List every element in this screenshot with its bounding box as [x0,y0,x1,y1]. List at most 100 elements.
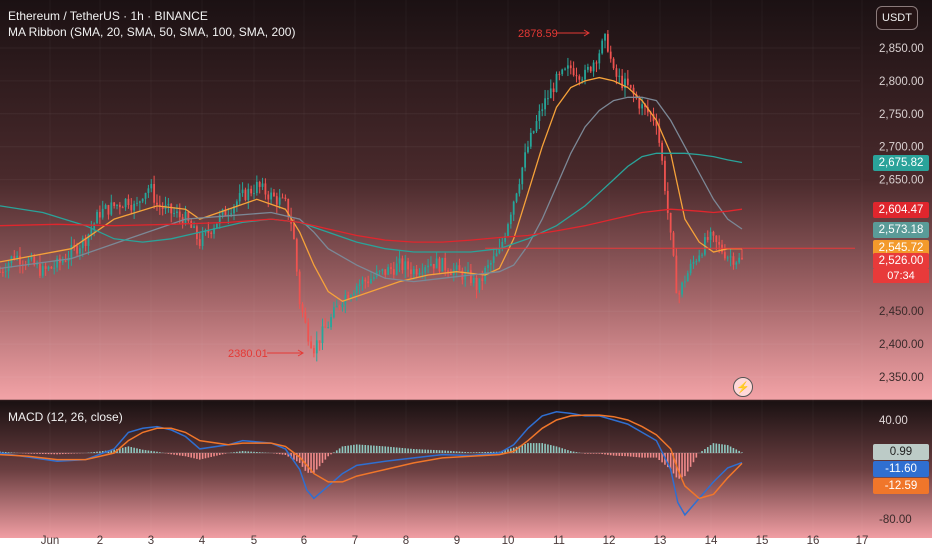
candle-body [138,201,141,203]
candle-body [33,256,36,266]
time-tick-label: 13 [654,535,667,547]
candle-body [732,256,735,265]
candle-body [618,75,621,77]
candle-body [275,196,278,205]
macd-value-label: -12.59 [873,478,929,494]
candle-body [655,120,658,127]
candle-body [478,278,481,290]
candle-body [0,271,1,273]
candle-body [44,266,47,269]
candle-body [638,98,641,109]
candle-body [173,213,175,215]
candle-body [390,267,392,270]
time-tick-label: Jun [41,535,60,547]
candle-body [124,198,127,208]
candle-body [19,255,21,265]
candle-body [592,62,595,72]
price-tick-label: 2,450.00 [879,306,924,318]
symbol-legend[interactable]: Ethereum / TetherUS · 1h · BINANCE [8,9,208,23]
candle-body [541,109,544,111]
price-tick-label: 2,800.00 [879,76,924,88]
candle-body [210,232,213,234]
candle-body [586,66,589,70]
macd-axis[interactable]: 40.00 -80.00 [879,415,912,526]
candle-body [701,254,703,256]
candle-body [147,188,150,193]
candle-body [84,238,87,246]
time-tick-label: 15 [756,535,769,547]
candle-body [738,257,741,263]
candle-body [487,264,489,268]
high-annotation: 2878.59 [518,28,558,40]
candle-body [492,256,495,263]
macd-value-label: 0.99 [873,444,929,460]
candle-body [415,269,418,275]
candle-body [552,88,555,93]
candle-body [4,271,7,273]
candle-body [255,181,258,194]
candle-body [224,209,227,217]
candle-body [327,327,330,329]
candle-body [367,281,370,284]
candle-body [144,192,147,199]
candle-body [207,230,210,233]
flash-icon[interactable]: ⚡ [733,377,753,397]
candle-body [646,107,649,113]
candle-body [293,223,295,240]
candle-body [107,205,110,215]
candle-body [381,269,384,272]
candle-body [515,193,518,202]
candle-body [90,228,93,235]
candle-body [675,255,678,294]
price-label: 2,604.47 [873,201,929,218]
candle-body [535,121,538,132]
candle-body [581,79,584,81]
candle-body [629,84,632,88]
candle-body [281,197,284,199]
candle-body [558,73,561,75]
candle-body [595,62,598,64]
price-tick-label: 2,650.00 [879,175,924,187]
candle-body [695,261,698,263]
candle-body [113,202,116,207]
macd-legend[interactable]: MACD (12, 26, close) [8,410,123,424]
candle-body [93,223,96,229]
candle-body [378,271,381,273]
candle-body [118,204,121,208]
candle-body [301,304,304,313]
candle-body [427,265,429,268]
candle-body [333,307,335,318]
candle-body [509,214,512,225]
candle-body [741,257,743,260]
ma-ribbon-legend[interactable]: MA Ribbon (SMA, 20, SMA, 50, SMA, 100, S… [8,25,296,39]
candle-body [295,239,298,272]
price-tick-label: 2,350.00 [879,372,924,384]
candle-body [218,214,221,224]
time-axis[interactable]: Jun 2 3 4 5 6 7 8 9 10 11 12 13 14 15 16 17 [41,535,869,547]
candle-body [689,263,692,274]
time-axis-background[interactable] [0,538,932,550]
candle-body [729,256,732,258]
candle-body [395,263,398,275]
time-tick-label: 5 [251,535,257,547]
price-tick-label: 2,700.00 [879,142,924,154]
candle-body [136,202,138,204]
candle-body [504,236,507,242]
candle-body [98,212,101,218]
candle-body [532,131,535,133]
price-axis[interactable]: 2,850.00 2,800.00 2,750.00 2,700.00 2,650.00… [879,43,924,384]
ma-ribbon-lines [0,76,855,303]
candle-body [686,273,689,282]
low-annotation: 2380.01 [228,348,268,360]
candle-body [253,193,255,195]
candle-body [572,68,575,76]
candle-body [176,211,178,214]
candle-body [601,40,604,54]
candle-body [467,270,469,272]
candle-body [258,181,261,187]
macd-line [0,411,743,517]
candle-body [41,266,44,276]
candle-body [27,259,30,266]
currency-button[interactable]: USDT [876,6,918,30]
